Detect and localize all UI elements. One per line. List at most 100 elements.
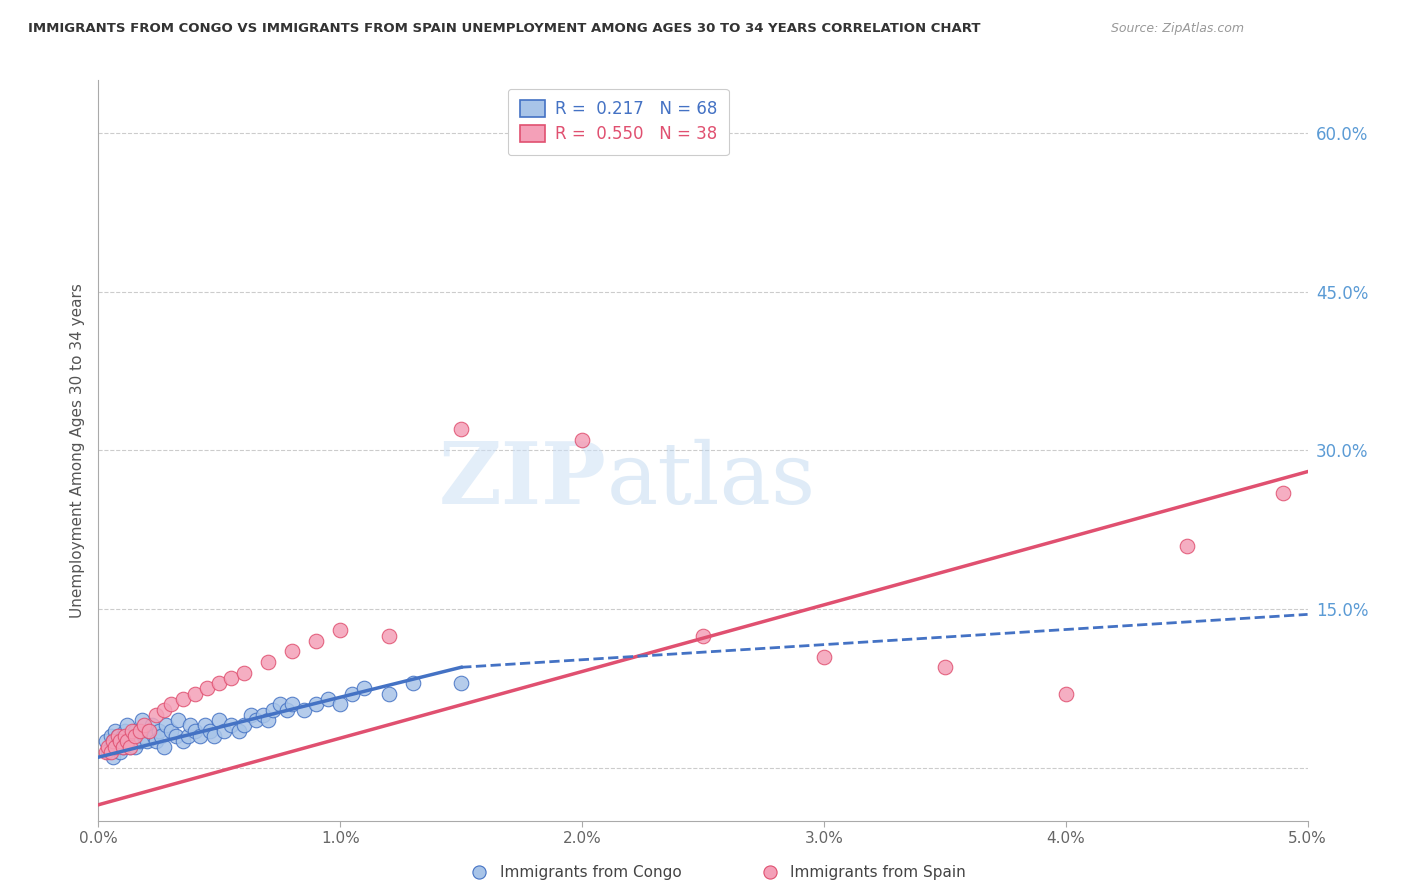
Point	[134, 729, 156, 743]
Text: Immigrants from Congo: Immigrants from Congo	[501, 865, 682, 880]
Point	[177, 729, 200, 743]
Point	[118, 729, 141, 743]
Point	[269, 698, 291, 712]
Point	[167, 713, 190, 727]
Point	[194, 718, 217, 732]
Point	[108, 734, 131, 748]
Point	[104, 723, 127, 738]
Point	[141, 718, 163, 732]
Point	[121, 734, 143, 748]
Text: IMMIGRANTS FROM CONGO VS IMMIGRANTS FROM SPAIN UNEMPLOYMENT AMONG AGES 30 TO 34 : IMMIGRANTS FROM CONGO VS IMMIGRANTS FROM…	[28, 22, 980, 36]
Point	[148, 723, 170, 738]
Text: Immigrants from Spain: Immigrants from Spain	[790, 865, 966, 880]
Point	[143, 729, 166, 743]
Point	[111, 739, 134, 754]
Text: ZIP: ZIP	[439, 438, 606, 522]
Point	[117, 734, 139, 748]
Point	[135, 734, 157, 748]
Point	[124, 729, 146, 743]
Point	[134, 718, 156, 732]
Point	[107, 729, 129, 743]
Point	[184, 687, 207, 701]
Text: atlas: atlas	[606, 439, 815, 522]
Point	[256, 655, 278, 669]
Point	[221, 718, 243, 732]
Point	[276, 703, 298, 717]
Point	[138, 723, 160, 738]
Point	[329, 624, 352, 638]
Point	[108, 745, 131, 759]
Point	[100, 739, 122, 754]
Point	[118, 739, 141, 754]
Point	[121, 723, 143, 738]
Point	[377, 629, 399, 643]
Point	[208, 676, 231, 690]
Point	[107, 739, 129, 754]
Point	[292, 703, 315, 717]
Point	[221, 671, 243, 685]
Legend: R =  0.217   N = 68, R =  0.550   N = 38: R = 0.217 N = 68, R = 0.550 N = 38	[508, 88, 728, 155]
Point	[692, 629, 714, 643]
Point	[128, 734, 150, 748]
Point	[111, 729, 134, 743]
Point	[107, 729, 129, 743]
Point	[124, 723, 146, 738]
Point	[111, 739, 134, 754]
Point	[232, 718, 254, 732]
Point	[239, 707, 262, 722]
Point	[101, 734, 124, 748]
Point	[256, 713, 278, 727]
Point	[305, 698, 328, 712]
Point	[228, 723, 250, 738]
Point	[204, 729, 226, 743]
Point	[208, 713, 231, 727]
Point	[101, 750, 124, 764]
Point	[100, 745, 122, 759]
Point	[198, 723, 221, 738]
Point	[232, 665, 254, 680]
Point	[101, 734, 124, 748]
Point	[152, 739, 174, 754]
Point	[172, 734, 194, 748]
Point	[104, 739, 127, 754]
Point	[353, 681, 375, 696]
Point	[145, 707, 167, 722]
Point	[117, 718, 139, 732]
Point	[934, 660, 956, 674]
Point	[160, 698, 183, 712]
Point	[108, 734, 131, 748]
Point	[402, 676, 425, 690]
Point	[195, 681, 218, 696]
Point	[165, 729, 187, 743]
Text: Source: ZipAtlas.com: Source: ZipAtlas.com	[1111, 22, 1244, 36]
Point	[316, 692, 339, 706]
Point	[114, 723, 136, 738]
Point	[104, 734, 127, 748]
Point	[145, 734, 167, 748]
Point	[138, 723, 160, 738]
Point	[128, 723, 150, 738]
Point	[1054, 687, 1077, 701]
Point	[163, 762, 186, 776]
Point	[188, 729, 211, 743]
Point	[221, 762, 243, 776]
Point	[305, 633, 328, 648]
Point	[252, 707, 274, 722]
Point	[342, 687, 364, 701]
Point	[1272, 485, 1295, 500]
Point	[450, 676, 472, 690]
Point	[155, 718, 177, 732]
Point	[127, 729, 149, 743]
Point	[184, 723, 207, 738]
Point	[131, 713, 153, 727]
Point	[97, 739, 120, 754]
Point	[114, 729, 136, 743]
Point	[262, 703, 284, 717]
Point	[245, 713, 267, 727]
Point	[212, 723, 235, 738]
Point	[281, 644, 304, 658]
Point	[172, 692, 194, 706]
Point	[329, 698, 352, 712]
Point	[281, 698, 304, 712]
Point	[118, 739, 141, 754]
